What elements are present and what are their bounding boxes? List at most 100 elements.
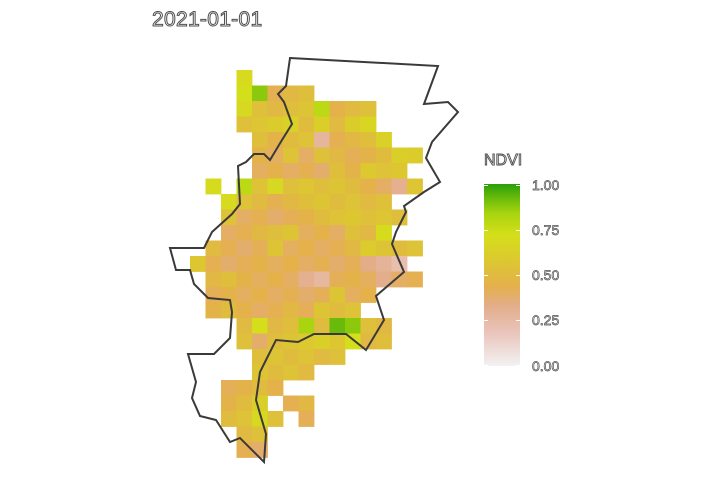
ndvi-cell [205,240,222,257]
ndvi-cell [267,349,284,365]
ndvi-cell [283,318,299,334]
ndvi-cell [314,225,330,241]
legend-tick-mark [516,320,520,321]
ndvi-cell [283,302,299,319]
ndvi-cell [360,116,377,133]
ndvi-cell [345,147,361,164]
ndvi-cell [345,163,361,179]
ndvi-cell [298,163,315,179]
ndvi-cell [345,194,361,210]
ndvi-cell [298,147,315,164]
ndvi-cell [298,85,315,102]
ndvi-cell [376,318,392,334]
map-title: 2021-01-01 [151,8,263,32]
ndvi-cell [314,194,330,210]
ndvi-cell [267,101,284,117]
ndvi-cell [252,287,268,303]
ndvi-cell [360,194,377,210]
ndvi-cell [252,147,268,164]
ndvi-cell [298,209,315,226]
ndvi-cell [205,178,222,195]
ndvi-cell [345,209,361,226]
ndvi-cell [314,302,330,319]
ndvi-cell [236,178,253,195]
ndvi-cell [314,101,330,117]
ndvi-cell [391,147,408,164]
ndvi-cell [391,163,408,179]
ndvi-cell [267,318,284,334]
ndvi-cell [376,147,392,164]
ndvi-cell [376,225,392,241]
ndvi-cell [360,132,377,148]
legend-tick-mark [484,320,488,321]
ndvi-cell [236,101,253,117]
ndvi-cell [376,333,392,350]
ndvi-cell [267,302,284,319]
ndvi-cell [329,163,346,179]
ndvi-cell [298,256,315,272]
ndvi-cell [267,411,284,427]
ndvi-cell [407,271,423,288]
ndvi-cell [345,116,361,133]
ndvi-cell [236,70,253,86]
ndvi-cell [376,240,392,257]
legend-tick-mark [484,275,488,276]
ndvi-cell [329,287,346,303]
ndvi-cell [314,132,330,148]
ndvi-cell [298,178,315,195]
ndvi-cell [298,194,315,210]
ndvi-cell [329,194,346,210]
ndvi-cell [236,85,253,102]
ndvi-cell [407,240,423,257]
legend-colorbar [484,184,520,366]
ndvi-cell [221,302,237,319]
ndvi-cell [329,116,346,133]
ndvi-cell [252,395,268,412]
ndvi-cell [314,116,330,133]
ndvi-cell [236,209,253,226]
ndvi-cell [345,178,361,195]
ndvi-cell [221,256,237,272]
ndvi-cell [376,163,392,179]
ndvi-cell [267,256,284,272]
ndvi-cell [314,163,330,179]
ndvi-cell [314,287,330,303]
ndvi-cell [252,178,268,195]
ndvi-cell [360,287,377,303]
legend-tick-label-075: 0.75 [532,222,560,238]
ndvi-cell [283,163,299,179]
ndvi-cell [236,225,253,241]
legend-title: NDVI [484,152,523,170]
ndvi-cell [376,209,392,226]
ndvi-cell [252,101,268,117]
ndvi-cell [221,395,237,412]
ndvi-cell [236,411,253,427]
ndvi-cell [407,178,423,195]
ndvi-cell [252,380,268,396]
ndvi-cell [329,209,346,226]
legend-tick-label-050: 0.50 [532,267,560,283]
ndvi-cell [236,302,253,319]
ndvi-cell [283,349,299,365]
ndvi-cell [283,147,299,164]
ndvi-cell [267,271,284,288]
ndvi-cell [360,256,377,272]
ndvi-cell [407,147,423,164]
ndvi-cell [360,209,377,226]
legend-tick-mark [516,365,520,366]
ndvi-cell [283,287,299,303]
ndvi-cell [236,287,253,303]
ndvi-cell [360,101,377,117]
ndvi-cell [236,318,253,334]
ndvi-cell [391,178,408,195]
ndvi-cell [252,333,268,350]
ndvi-cell [252,240,268,257]
ndvi-cell [298,349,315,365]
ndvi-cell [236,426,253,443]
ndvi-cell [283,240,299,257]
ndvi-cell [376,178,392,195]
ndvi-cell [376,256,392,272]
ndvi-cell [345,256,361,272]
ndvi-cell [236,116,253,133]
